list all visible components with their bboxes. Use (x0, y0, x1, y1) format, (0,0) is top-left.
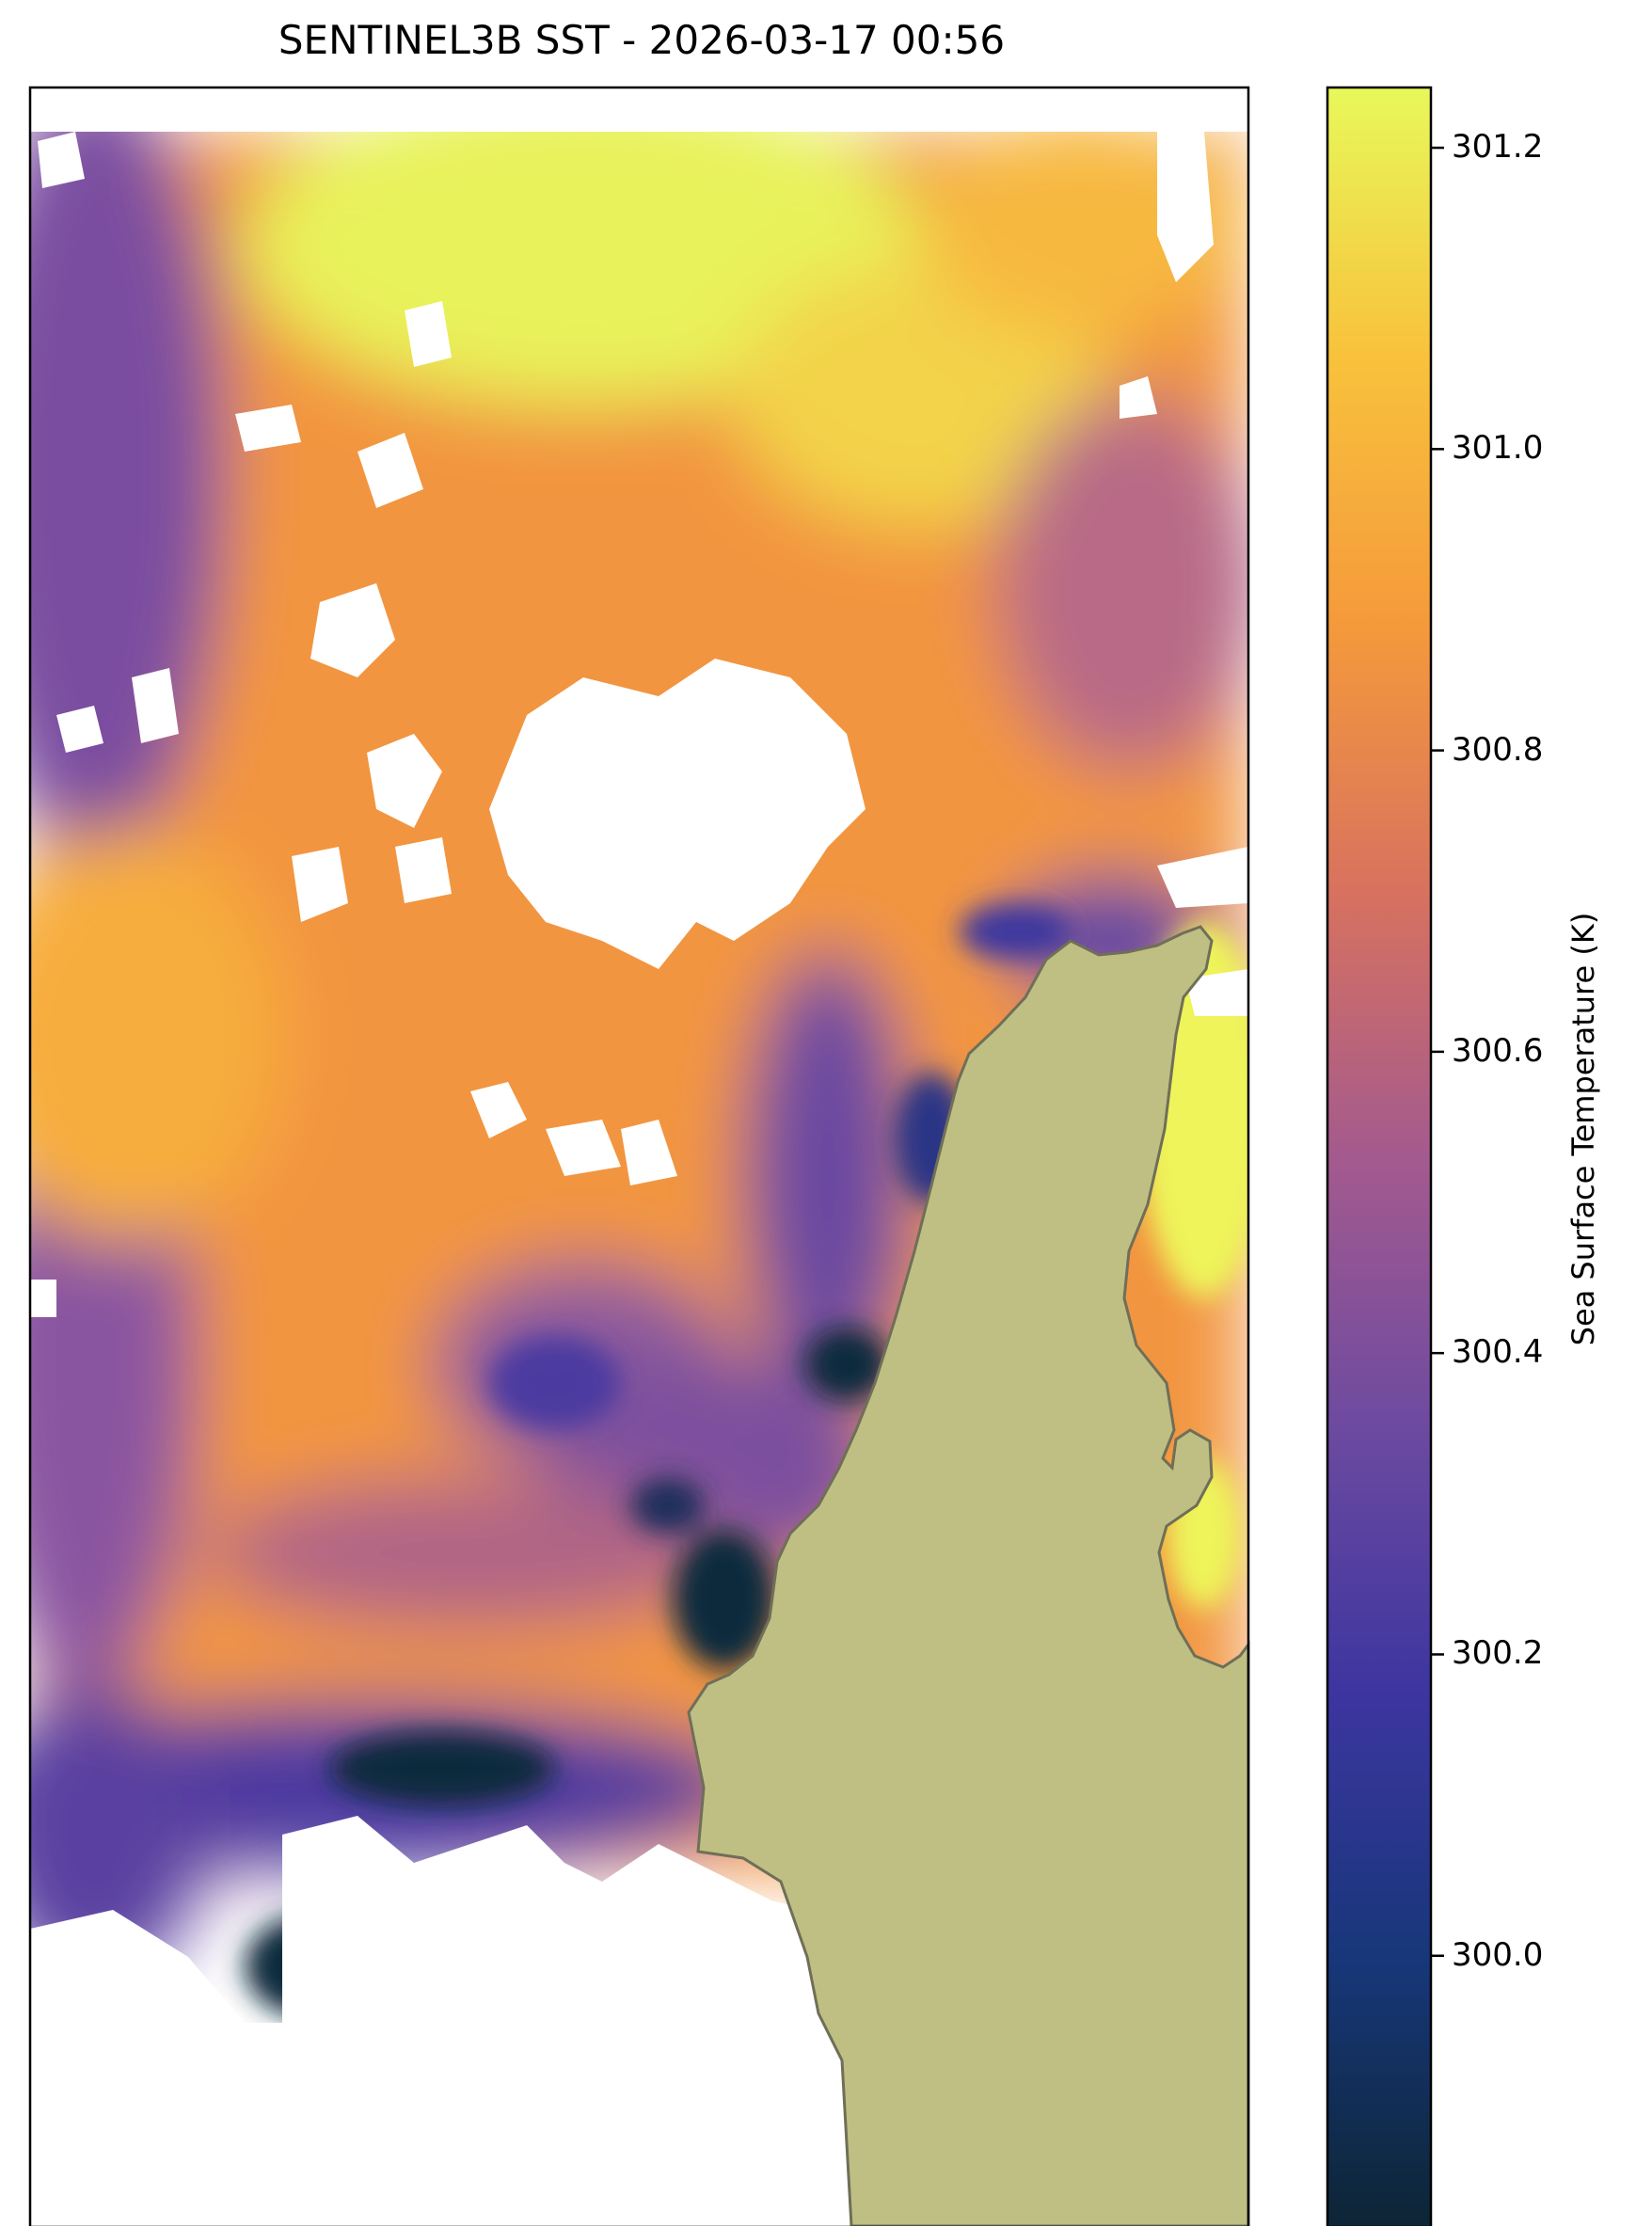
colorbar-tick-label: 300.4 (1452, 1333, 1544, 1372)
colorbar-tick-label: 300.8 (1452, 730, 1544, 769)
colorbar-tick-label: 300.0 (1452, 1935, 1544, 1974)
map-frame (28, 86, 1250, 2226)
colorbar-tick-label: 300.2 (1452, 1634, 1544, 1673)
colorbar-frame (1326, 86, 1433, 2226)
colorbar (1327, 87, 1431, 2226)
colorbar-ticks (1431, 146, 1444, 1957)
no-data-mask (30, 87, 1248, 2226)
map-title: SENTINEL3B SST - 2026-03-17 00:56 (278, 17, 1006, 63)
landmass (687, 925, 1250, 2226)
colorbar-tick-label: 300.6 (1452, 1031, 1544, 1070)
colorbar-tick-label: 301.0 (1452, 429, 1544, 468)
colorbar-tick-label: 301.2 (1452, 128, 1544, 167)
colorbar-title: Sea Surface Temperature (K) (1565, 912, 1601, 1346)
